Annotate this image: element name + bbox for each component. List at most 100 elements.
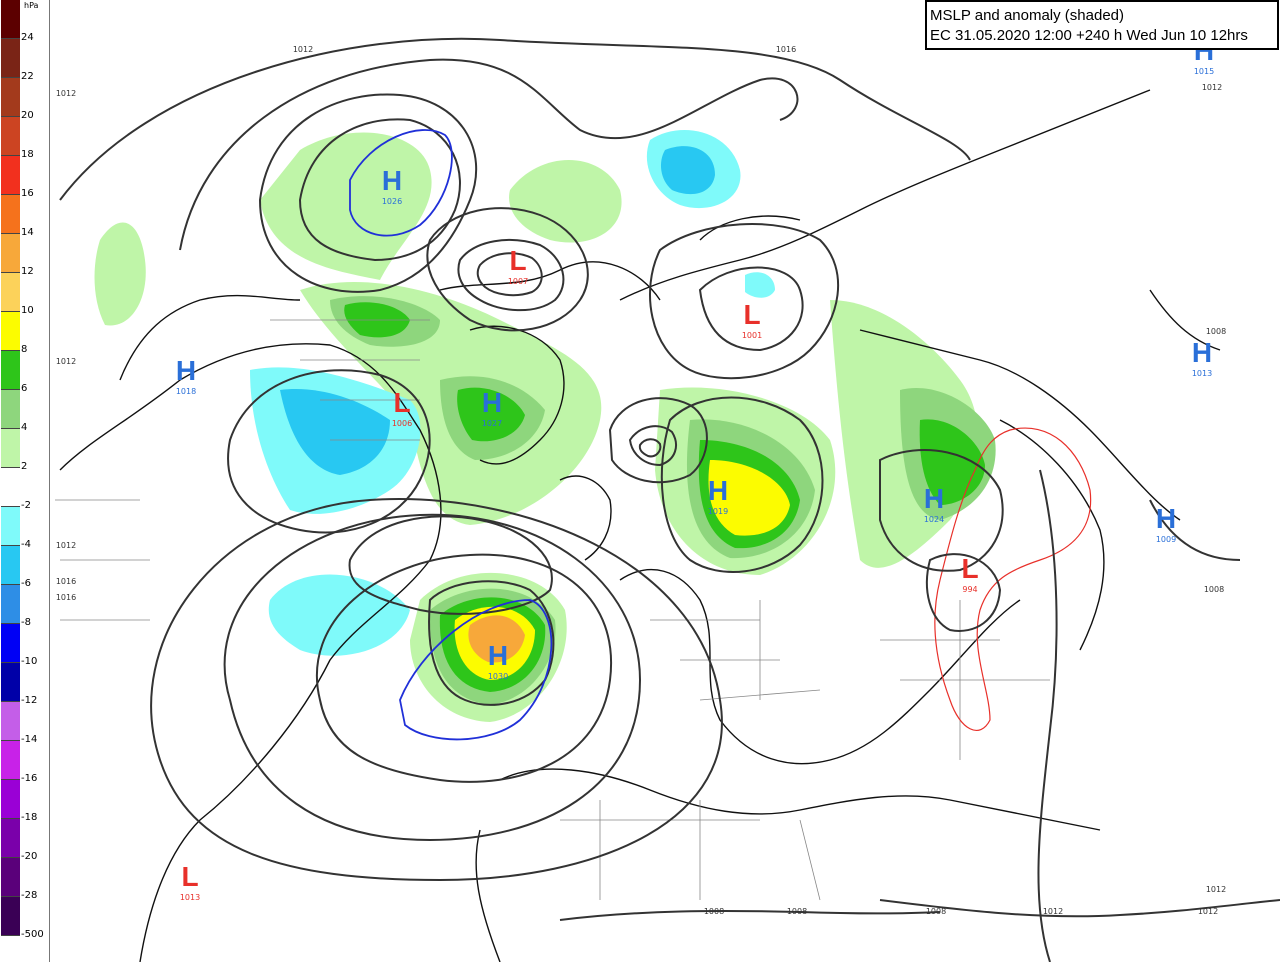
legend-swatch [1,741,20,780]
pressure-value: 1030 [488,672,508,681]
pressure-value: 994 [962,585,977,594]
legend-swatch [1,819,20,858]
isobar-label: 1008 [704,907,724,916]
high-pressure-symbol: H [1156,503,1176,534]
pressure-value: 1015 [1194,67,1214,76]
legend-swatch [1,156,20,195]
chart-title-box: MSLP and anomaly (shaded) EC 31.05.2020 … [925,0,1279,50]
isobar-label: 1012 [1202,83,1222,92]
isobar-label: 1008 [926,907,946,916]
pressure-value: 1018 [176,387,196,396]
legend-label: 2 [21,461,28,472]
isobar-label: 1016 [56,593,76,602]
isobar-label: 1012 [1043,907,1063,916]
legend-swatch [1,702,20,741]
isobar-label: 1012 [1206,885,1226,894]
high-pressure-symbol: H [708,475,728,506]
legend-label: 22 [21,71,34,82]
legend-label: 18 [21,149,34,160]
isobars [59,37,1280,962]
title-line-1: MSLP and anomaly (shaded) [930,7,1125,24]
legend-label: 8 [21,344,28,355]
isobar-label: 1016 [56,577,76,586]
legend-label: 4 [21,422,28,433]
legend-label: 12 [21,266,34,277]
legend-label: 6 [21,383,28,394]
legend-swatch [1,39,20,78]
legend-label: 16 [21,188,34,199]
isobar-label: 1008 [1204,585,1224,594]
legend-swatch [1,78,20,117]
legend-swatch [1,117,20,156]
isobar-label: 1008 [1206,327,1226,336]
legend-label: 24 [21,32,34,43]
pressure-value: 1027 [482,419,502,428]
legend-label: 20 [21,110,34,121]
high-pressure-symbol: H [382,165,402,196]
pressure-value: 1006 [392,419,412,428]
legend-swatch [1,858,20,897]
high-pressure-symbol: H [488,640,508,671]
low-pressure-symbol: L [743,299,760,330]
legend-label: -14 [21,734,38,745]
legend-swatch [1,468,20,507]
legend-swatch [1,663,20,702]
legend-label: -12 [21,695,38,706]
legend-swatch [1,351,20,390]
legend-label: 10 [21,305,34,316]
pressure-value: 1007 [508,277,528,286]
low-pressure-symbol: L [393,387,410,418]
legend-swatch [1,546,20,585]
high-pressure-symbol: H [924,483,944,514]
low-pressure-symbol: L [961,553,978,584]
legend-label: -28 [21,890,38,901]
isobar-label: 1012 [56,541,76,550]
isobar-label: 1012 [56,357,76,366]
isobar-label: 1016 [776,45,796,54]
high-pressure-symbol: H [482,387,502,418]
legend-label: -16 [21,773,38,784]
color-scale-legend: hPa 24 22 20 18 16 14 12 10 8 6 4 2 -2 -4 -6 -8 -10 -12 -1… [0,0,50,962]
legend-swatch [1,273,20,312]
isobar-label: 1012 [1198,907,1218,916]
legend-swatch [1,195,20,234]
pressure-value: 1013 [180,893,200,902]
legend-swatch [1,624,20,663]
legend-label: 14 [21,227,34,238]
legend-label: -10 [21,656,38,667]
isobar-label: 1008 [787,907,807,916]
pressure-value: 1019 [708,507,728,516]
pressure-value: 1001 [742,331,762,340]
low-pressure-symbol: L [509,245,526,276]
legend-swatch [1,0,20,39]
pressure-value: 1009 [1156,535,1176,544]
legend-label: -2 [21,500,31,511]
legend-swatch [1,312,20,351]
legend-swatch [1,429,20,468]
legend-label: -4 [21,539,31,550]
pressure-value: 1024 [924,515,944,524]
legend-label: -18 [21,812,38,823]
legend-swatch [1,780,20,819]
legend-swatch [1,234,20,273]
legend-swatch [1,585,20,624]
negative-anomaly-contour [934,427,1092,731]
isobar-label: 1012 [56,89,76,98]
coastlines [59,89,1221,962]
high-pressure-symbol: H [1192,337,1212,368]
legend-label: -500 [21,929,44,940]
isobar-label: 1012 [293,45,313,54]
legend-unit: hPa [24,1,39,10]
legend-swatch [1,507,20,546]
pressure-value: 1026 [382,197,402,206]
legend-swatch [1,897,20,936]
anomaly-shading [94,130,996,722]
high-pressure-symbol: H [176,355,196,386]
low-pressure-symbol: L [181,861,198,892]
title-line-2: EC 31.05.2020 12:00 +240 h Wed Jun 10 12… [930,27,1248,44]
legend-swatch [1,390,20,429]
high-anomaly-contours [349,129,553,741]
legend-label: -6 [21,578,31,589]
country-borders [55,319,1050,901]
